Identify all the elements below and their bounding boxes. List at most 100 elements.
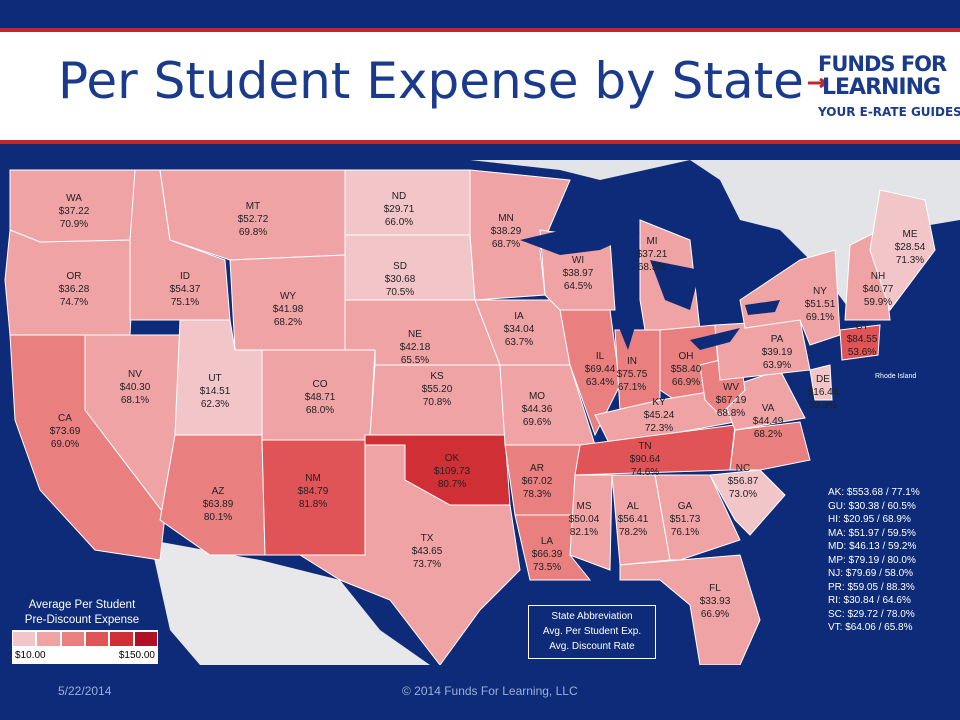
state-label-abbr: GA [677,501,693,512]
state-label-rate: 78.3% [522,489,552,500]
state-label-rate: 70.5% [385,287,415,298]
state-label-expense: $66.39 [531,549,563,560]
state-label-expense: $34.04 [503,324,535,335]
state-label-rate: 66.9% [671,377,701,388]
logo-arrow-icon [808,78,829,88]
state-label-rate: 76.1% [670,527,700,538]
state-de[interactable] [809,364,833,401]
state-label-wi: WI $38.97 64.5% [563,254,594,293]
state-label-abbr: IL [595,351,605,362]
state-label-abbr: VA [761,403,775,414]
state-label-abbr: CA [58,413,72,424]
state-label-expense: $44.36 [521,404,553,415]
state-label-abbr: AR [530,463,544,474]
state-label-abbr: ND [391,191,407,202]
state-ga[interactable] [654,474,741,561]
state-label-rate: 81.8% [298,499,328,510]
legend-swatch [134,632,157,646]
state-label-expense: $52.72 [237,214,269,225]
state-ct[interactable] [839,324,881,361]
state-label-expense: $84.79 [297,486,329,497]
state-label-ca: CA $73.69 69.0% [50,412,81,451]
key-line3: Avg. Discount Rate [549,641,635,652]
header [0,32,960,140]
state-il[interactable] [559,309,621,437]
state-ny[interactable] [739,249,841,346]
state-label-rate: 80.1% [203,512,233,523]
state-label-expense: $67.02 [521,476,553,487]
funds-for-learning-logo: FUNDS FOR LEARNING YOUR E-RATE GUIDES [808,50,960,128]
state-az[interactable] [159,434,266,556]
state-label-abbr: NC [735,463,751,474]
state-label-id: ID $54.37 75.1% [170,270,201,309]
state-label-tn: TN $90.64 74.6% [630,440,661,479]
state-label-abbr: OH [678,351,694,362]
lake-superior [520,226,640,255]
state-label-rate: 82.1% [569,527,599,538]
state-label-expense: $54.37 [169,284,201,295]
state-label-rate: 68.0% [305,405,335,416]
state-label-abbr: FL [709,583,721,594]
state-label-rate: 68.2% [273,317,303,328]
state-label-il: IL $69.44 63.4% [585,350,616,389]
state-label-wa: WA $37.22 70.9% [59,192,90,231]
state-label-abbr: KS [430,371,444,382]
state-label-abbr: WI [571,255,585,266]
legend-max: $150.00 [118,650,155,661]
state-label-fl: FL $33.93 66.9% [700,582,731,621]
state-label-expense: $56.41 [617,514,649,525]
logo-line2: LEARNING [822,75,941,100]
state-label-abbr: LA [540,536,554,547]
state-label-expense: $37.22 [58,206,90,217]
label-key-box: State Abbreviation Avg. Per Student Exp.… [528,605,656,659]
rhode-island-label: Rhode Island [875,373,916,380]
state-sc[interactable] [709,469,786,536]
state-label-wy: WY $41.98 68.2% [273,290,304,329]
state-label-ut: UT $14.51 62.3% [200,372,231,411]
state-label-expense: $43.65 [411,546,443,557]
state-label-rate: 69.8% [238,227,268,238]
state-label-expense: $40.77 [862,284,894,295]
state-label-expense: $30.68 [384,274,416,285]
state-label-abbr: ID [180,271,190,282]
footer-copyright: © 2014 Funds For Learning, LLC [402,684,578,698]
state-label-az: AZ $63.89 80.1% [203,485,234,524]
state-label-ny: NY $51.51 69.1% [805,285,836,324]
other-state-item: MA: $51.97 / 59.5% [828,527,916,539]
state-label-abbr: TX [420,533,434,544]
logo-line1: FUNDS FOR [818,52,947,76]
state-label-al: AL $56.41 78.2% [618,500,649,539]
state-label-rate: 72.3% [644,423,674,434]
state-label-rate: 69.6% [522,417,552,428]
state-label-rate: 67.1% [617,382,647,393]
state-label-expense: $48.71 [304,392,336,403]
state-label-abbr: ME [902,229,918,240]
mexico-land [150,540,430,665]
state-tx[interactable] [298,444,521,665]
state-label-abbr: CT [855,321,869,332]
state-label-rate: 68.1% [120,395,150,406]
state-label-rate: 68.2% [753,429,783,440]
lake-erie [690,328,740,350]
header-accent-line [0,140,960,144]
state-label-expense: $63.89 [202,499,234,510]
state-label-expense: $58.40 [670,364,702,375]
state-me[interactable] [869,189,936,312]
legend-color-bar [12,630,158,648]
state-label-co: CO $48.71 68.0% [305,378,336,417]
state-label-expense: $38.29 [490,226,522,237]
state-label-expense: $33.93 [699,596,731,607]
state-label-ne: NE $42.18 65.5% [400,328,431,367]
state-nc[interactable] [729,421,811,471]
lake-michigan [615,255,640,350]
other-state-item: MP: $79.19 / 80.0% [828,554,916,566]
state-fl[interactable] [619,554,761,665]
other-state-item: VT: $64.06 / 65.8% [828,622,913,633]
footer-date: 5/22/2014 [58,684,112,698]
other-state-item: MD: $46.13 / 59.2% [828,541,917,552]
state-label-rate: 53.6% [847,347,877,358]
state-label-la: LA $66.39 73.5% [532,535,563,574]
state-label-mo: MO $44.36 69.6% [522,390,553,429]
state-label-rate: 64.5% [563,281,593,292]
state-ms[interactable] [569,474,613,571]
